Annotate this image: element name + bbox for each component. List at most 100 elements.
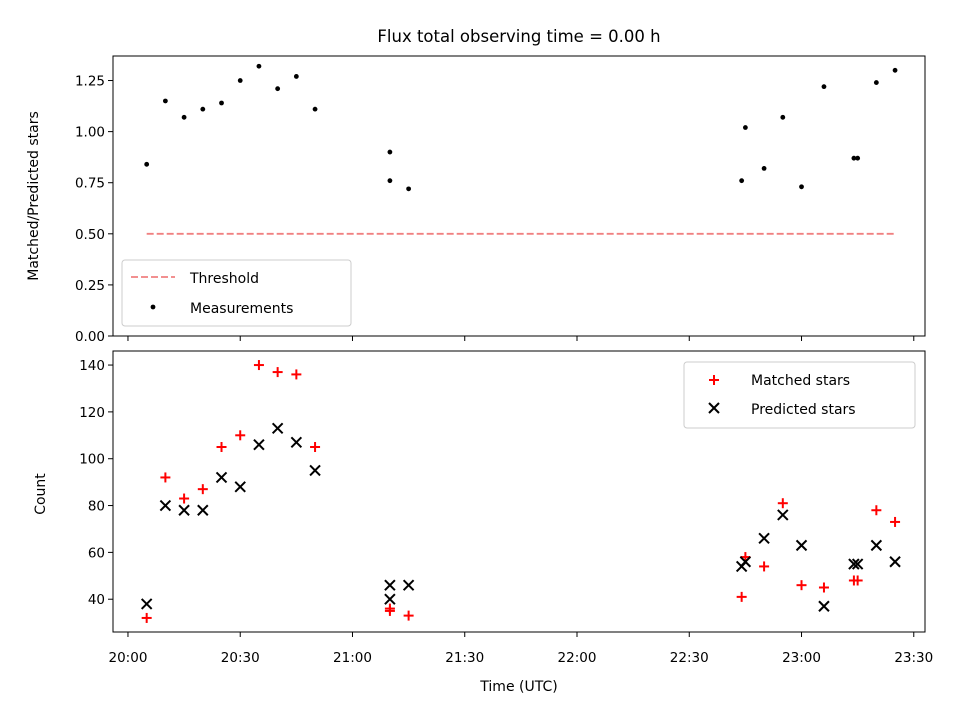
predicted-star-point-5 [234, 481, 246, 493]
predicted-star-b [889, 556, 901, 568]
bottom-legend: Matched stars Predicted stars [683, 361, 916, 429]
top-y-axis-label: Matched/Predicted stars [26, 111, 42, 281]
top-axes-frame [112, 55, 926, 337]
matched-star-point-11 [384, 605, 395, 616]
bottom-y-ticks: 40 60 80 100 120 140 [79, 358, 113, 608]
x-tick-label-1: 20:30 [221, 650, 260, 666]
matched-star-point-9 [310, 442, 321, 453]
measurement-point-0 [144, 161, 150, 167]
predicted-star-b [384, 593, 396, 605]
measurement-point-6 [256, 63, 262, 69]
x-tick-label-7: 23:30 [894, 650, 933, 666]
measurement-point-4 [219, 100, 224, 106]
predicted-star-b [234, 481, 246, 493]
measurement-point-12 [406, 186, 412, 192]
matched-star-point-15 [759, 561, 770, 572]
predicted-star-b [271, 422, 284, 434]
matched-star-point-20 [852, 575, 863, 586]
chart-title: Flux total observing time = 0.00 h [377, 27, 660, 46]
predicted-star-point-0 [140, 598, 153, 610]
top-y-tick-label-2: 0.50 [75, 227, 105, 243]
x-tick-label-4: 22:00 [558, 650, 597, 666]
predicted-star-b [309, 464, 321, 477]
predicted-star-b [159, 499, 172, 512]
predicted-star-point-15 [758, 532, 770, 545]
predicted-star-b [290, 436, 303, 449]
predicted-star-point-9 [309, 464, 321, 477]
predicted-star-b [215, 471, 228, 484]
predicted-star-b [848, 558, 860, 570]
measurement-point-13 [739, 178, 745, 184]
matched-star-point-3 [197, 484, 208, 495]
predicted-star-point-8 [290, 436, 303, 449]
bottom-y-tick-label-2: 80 [88, 499, 105, 515]
bottom-y-tick-label-4: 120 [79, 405, 105, 421]
bottom-y-tick-label-0: 40 [88, 592, 105, 608]
matched-star-point-16 [777, 498, 788, 509]
predicted-star-b [777, 509, 789, 521]
predicted-star-point-18 [818, 600, 830, 612]
predicted-star-b [178, 504, 190, 516]
predicted-star-point-17 [795, 539, 808, 552]
top-y-tick-label-5: 1.25 [75, 74, 105, 90]
measurement-point-21 [873, 80, 879, 85]
measurement-point-18 [821, 84, 827, 90]
legend-predicted-label: Predicted stars [751, 402, 856, 418]
predicted-star-b [739, 556, 752, 568]
predicted-star-b [197, 504, 209, 516]
top-y-ticks: 0.00 0.25 0.50 0.75 1.00 1.25 [75, 74, 113, 345]
top-y-tick-label-0: 0.00 [75, 329, 105, 345]
predicted-star-point-20 [851, 558, 864, 570]
predicted-star-point-10 [384, 579, 396, 591]
predicted-star-b [384, 579, 396, 591]
legend-measurements-swatch [150, 304, 156, 310]
measurement-point-3 [200, 106, 206, 112]
predicted-star-point-1 [159, 499, 172, 512]
predicted-star-b [818, 600, 830, 612]
measurement-point-14 [742, 125, 748, 130]
measurement-point-7 [275, 86, 281, 92]
predicted-star-b [851, 558, 864, 570]
bottom-y-tick-label-1: 60 [88, 545, 105, 561]
predicted-star-point-11 [384, 593, 396, 605]
matched-star-point-18 [818, 582, 829, 593]
predicted-star-b [795, 539, 808, 552]
measurement-point-16 [780, 114, 786, 120]
x-tick-label-5: 22:30 [670, 650, 709, 666]
matched-star-point-7 [272, 367, 283, 378]
matched-star-point-13 [736, 591, 747, 602]
matched-star-point-22 [890, 516, 901, 527]
measurement-point-20 [855, 155, 861, 161]
legend-matched-label: Matched stars [751, 373, 850, 389]
bottom-y-axis-label: Count [33, 473, 49, 515]
matched-star-point-0 [141, 612, 152, 623]
count-points [140, 360, 901, 623]
matched-star-point-4 [216, 442, 227, 453]
predicted-star-point-21 [870, 539, 883, 552]
x-axis-label: Time (UTC) [479, 679, 557, 695]
measurement-point-9 [312, 106, 318, 112]
top-x-ticks [127, 336, 915, 341]
legend-threshold-label: Threshold [189, 271, 259, 287]
predicted-star-point-7 [271, 422, 284, 434]
measurement-point-1 [162, 98, 168, 104]
predicted-star-point-3 [197, 504, 209, 516]
predicted-star-point-19 [848, 558, 860, 570]
measurement-point-10 [387, 149, 393, 155]
predicted-star-b [402, 579, 415, 591]
measurement-point-8 [293, 74, 299, 79]
predicted-star-b [140, 598, 153, 610]
x-tick-label-2: 21:00 [333, 650, 372, 666]
top-legend: Threshold Measurements [121, 259, 352, 327]
measurement-point-19 [851, 155, 857, 161]
measurement-point-11 [387, 178, 393, 184]
top-y-tick-label-1: 0.25 [75, 278, 105, 294]
predicted-star-b [870, 539, 883, 552]
measurement-point-2 [181, 114, 187, 120]
matched-star-point-17 [796, 580, 807, 591]
matched-star-point-8 [291, 369, 302, 380]
predicted-star-b [253, 438, 265, 451]
measurement-point-15 [761, 166, 767, 171]
